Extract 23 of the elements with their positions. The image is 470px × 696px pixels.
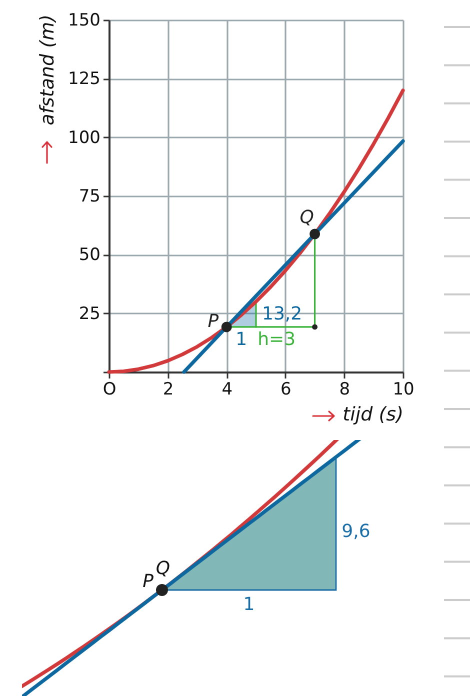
- text: 1: [243, 594, 255, 615]
- y-tick-label: 125: [68, 69, 100, 90]
- series-label: Q: [300, 207, 314, 228]
- x-tick-label: O: [102, 380, 116, 400]
- y-tick-label: 25: [78, 304, 100, 324]
- series-label: P: [208, 310, 219, 332]
- y-tick-label: 150: [68, 10, 100, 30]
- annotation: 13,2: [262, 303, 302, 324]
- x-tick-label: 8: [339, 380, 350, 400]
- y-tick-label: 75: [78, 186, 100, 206]
- x-tick-label: 6: [280, 380, 292, 400]
- x-tick-label: 10: [392, 380, 414, 400]
- text: 9,6: [342, 521, 370, 542]
- text: P: [142, 571, 154, 592]
- text: Q: [156, 558, 170, 579]
- x-tick-label: 2: [162, 380, 174, 400]
- annotation: 1: [236, 328, 248, 350]
- y-axis-title: afstand (m): [36, 14, 58, 126]
- annotation: h=3: [258, 328, 296, 350]
- y-tick-label: 100: [68, 128, 100, 148]
- x-axis-title: tijd (s): [342, 404, 404, 426]
- x-tick-label: 4: [222, 380, 233, 400]
- y-tick-label: 50: [78, 245, 100, 266]
